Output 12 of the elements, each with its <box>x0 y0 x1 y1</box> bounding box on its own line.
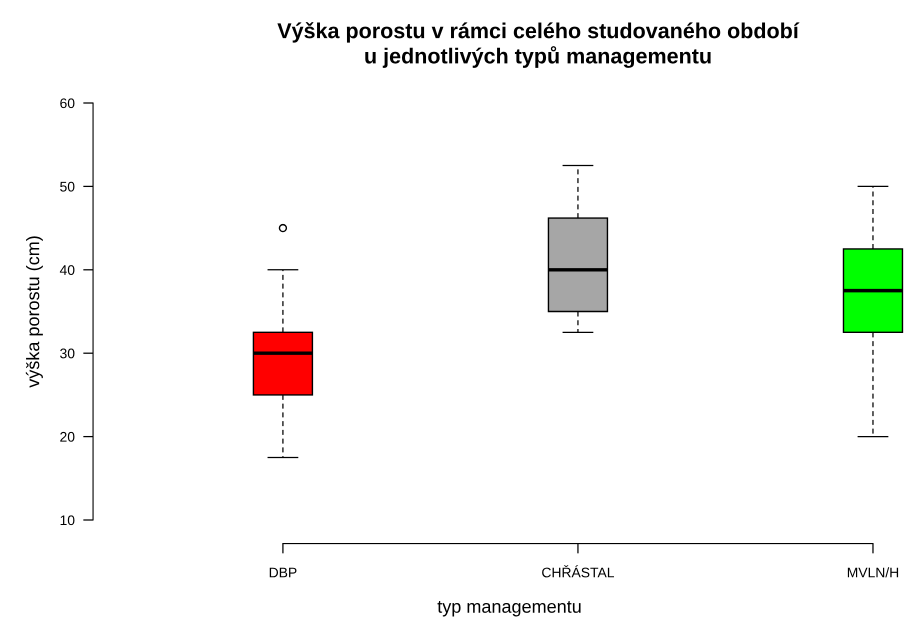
y-axis-title: výška porostu (cm) <box>26 236 43 388</box>
x-axis-title: typ managementu <box>438 601 581 616</box>
y-tick-label: 10 <box>60 515 74 526</box>
y-tick-label: 40 <box>60 265 74 275</box>
chart-title: Výška porostu v rámci celého studovaného období u jednotlivých typů managementu <box>277 22 800 68</box>
y-tick-label: 20 <box>60 432 74 442</box>
x-tick-label: CHŘÁSTAL <box>542 565 614 578</box>
x-tick-label: DBP <box>270 568 296 578</box>
x-tick-label: MVLN/H <box>848 567 898 578</box>
y-tick-label: 30 <box>60 348 74 358</box>
y-tick-label: 50 <box>60 182 74 192</box>
y-tick-label: 60 <box>60 98 74 108</box>
